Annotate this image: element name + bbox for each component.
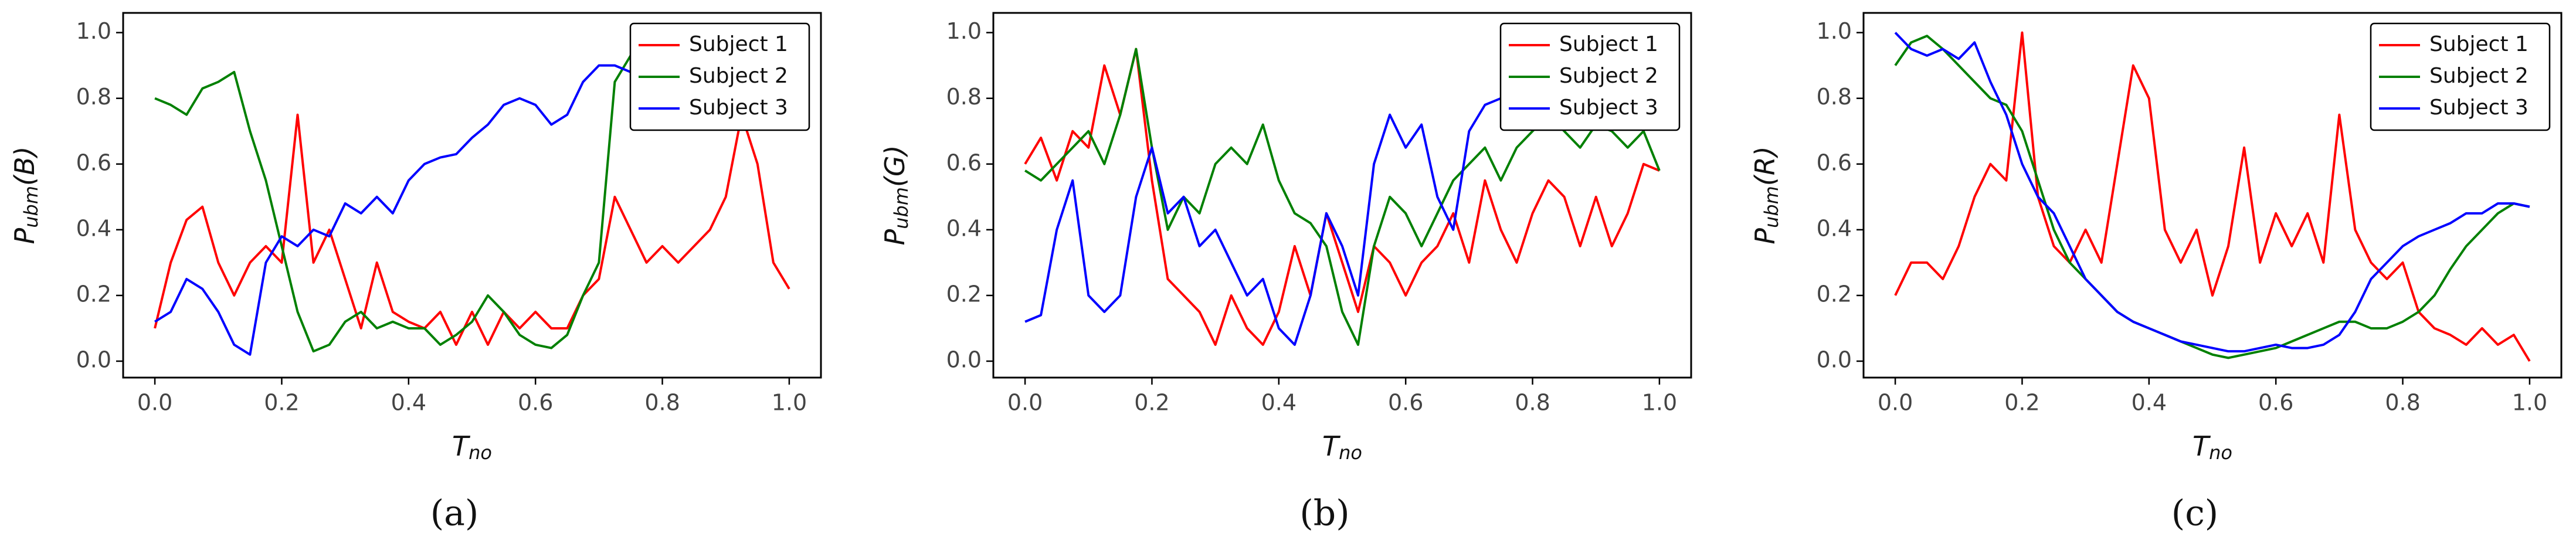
x-axis-label-sub: no [2209,441,2232,464]
y-axis-label-base: P [879,229,911,246]
y-axis-label-base: P [1749,228,1781,244]
x-tick-label: 0.4 [391,390,426,416]
y-axis-label-base: P [9,227,40,244]
x-tick-label: 0.4 [2132,390,2167,416]
y-tick-label: 0.2 [1817,281,1852,307]
x-tick-label: 0.6 [1388,390,1423,416]
y-tick-label: 0.8 [76,84,111,110]
x-tick-label: 0.0 [1878,390,1913,416]
y-tick-label: 0.6 [946,150,982,175]
x-axis-label-sub: no [469,441,492,464]
y-tick-label: 0.4 [76,215,111,241]
caption: (c) [2171,493,2218,534]
y-tick-label: 0.6 [1817,150,1852,175]
y-tick-label: 0.2 [76,281,111,307]
x-tick-label: 0.2 [2004,390,2039,416]
axes-frame [122,12,822,379]
axes-frame [992,12,1692,379]
legend-label: Subject 1 [689,32,788,56]
x-tick-label: 0.2 [264,390,299,416]
x-tick-label: 0.8 [644,390,680,416]
x-axis-label: Tno [452,430,492,464]
y-axis-label: Pubm(B) [9,147,43,244]
x-tick-label: 0.8 [2385,390,2420,416]
y-tick-label: 1.0 [76,18,111,44]
x-axis-label: Tno [2193,430,2232,464]
x-tick-label: 0.0 [137,390,172,416]
legend-label: Subject 1 [1559,32,1658,56]
x-axis-label-base: T [1322,430,1341,462]
x-axis-label-sub: no [1339,441,1362,464]
x-tick-label: 0.2 [1134,390,1169,416]
legend-box [1499,22,1681,131]
y-axis-label-sub: ubm [1760,186,1783,228]
y-tick-label: 0.2 [946,281,982,307]
caption: (a) [430,493,479,534]
y-tick-label: 0.8 [1817,84,1852,110]
legend-label: Subject 2 [2429,64,2529,88]
x-tick-label: 0.4 [1261,390,1297,416]
y-axis-label-rest: (G) [879,145,911,187]
y-axis-label-sub: ubm [20,186,42,228]
legend-label: Subject 2 [689,64,788,88]
y-tick-label: 0.8 [946,84,982,110]
series-line [1894,31,2531,362]
y-axis-label: Pubm(R) [1749,146,1783,244]
y-tick-label: 1.0 [946,18,982,44]
x-tick-label: 1.0 [2512,390,2547,416]
x-axis-label-base: T [452,430,471,462]
y-tick-label: 1.0 [1817,18,1852,44]
y-tick-label: 0.4 [1817,215,1852,241]
x-tick-label: 1.0 [1642,390,1677,416]
chart: 0.0 0.2 0.4 0.6 0.8 1.0 0.0 0.2 0.4 0.6 0.8 1.0 Tno P… [879,12,1692,534]
legend-label: Subject 1 [2429,32,2529,56]
legend-box [2370,22,2551,131]
legend-label: Subject 3 [2429,96,2529,120]
chart: 0.0 0.2 0.4 0.6 0.8 1.0 0.0 0.2 0.4 0.6 0.8 1.0 Tno P… [1749,12,2563,534]
legend-label: Subject 3 [1559,96,1658,120]
chart: 0.0 0.2 0.4 0.6 0.8 1.0 0.0 0.2 0.4 0.6 0.8 1.0 Tno P… [9,12,822,534]
series-line [154,113,790,346]
legend: Subject 1 Subject 2 Subject 3 [1499,22,1681,131]
x-tick-label: 1.0 [772,390,807,416]
y-tick-label: 0.0 [76,347,111,372]
legend: Subject 1 Subject 2 Subject 3 [629,22,810,131]
x-axis-label-base: T [2193,430,2211,462]
y-tick-label: 0.0 [1817,347,1852,372]
x-tick-label: 0.8 [1515,390,1550,416]
x-tick-label: 0.0 [1007,390,1043,416]
y-tick-label: 0.0 [946,347,982,372]
x-tick-label: 0.6 [2258,390,2293,416]
x-tick-label: 0.6 [518,390,553,416]
x-axis-label: Tno [1322,430,1362,464]
y-axis-label-rest: (B) [9,147,40,186]
y-axis-label-sub: ubm [890,187,912,229]
y-axis-label: Pubm(G) [879,145,913,245]
axes-frame [1862,12,2563,379]
caption: (b) [1299,493,1349,534]
series-line [1894,32,2530,353]
legend-label: Subject 3 [689,96,788,120]
legend-box [629,22,810,131]
y-axis-label-rest: (R) [1749,146,1781,186]
y-tick-label: 0.6 [76,150,111,175]
legend-label: Subject 2 [1559,64,1658,88]
legend: Subject 1 Subject 2 Subject 3 [2370,22,2551,131]
y-tick-label: 0.4 [946,215,982,241]
